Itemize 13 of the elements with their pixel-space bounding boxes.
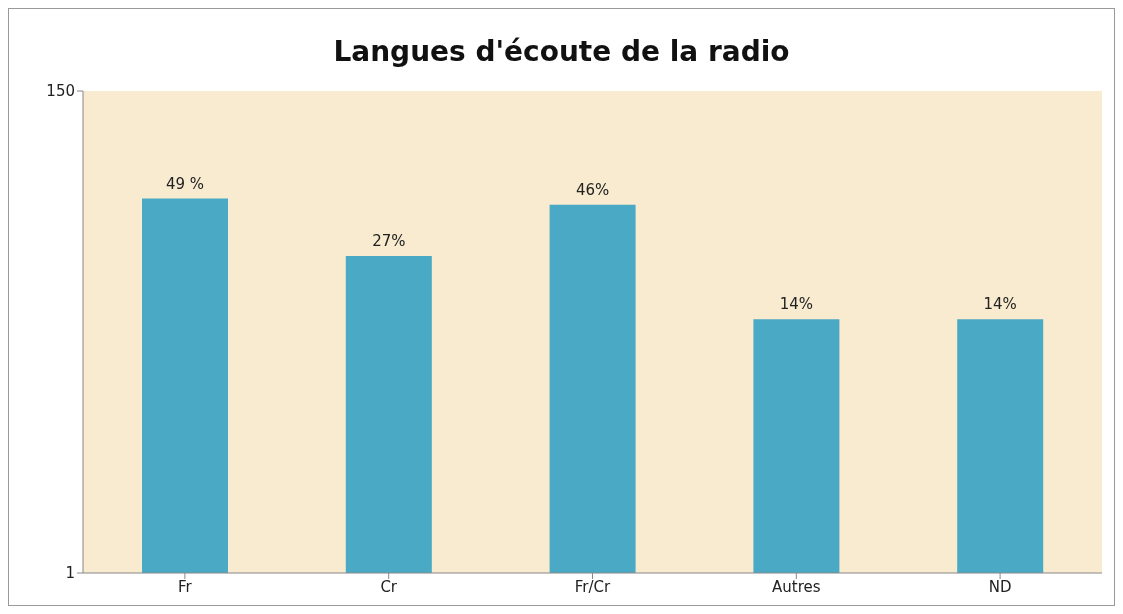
y-tick-label: 150: [46, 82, 75, 101]
x-tick-label: Cr: [380, 577, 398, 596]
data-label: 49 %: [165, 174, 205, 193]
x-tick-label: Autres: [772, 577, 821, 596]
data-label: 14%: [779, 295, 814, 314]
data-label: 46%: [575, 180, 610, 199]
y-tick-label: 1: [65, 564, 75, 583]
x-tick-label: Fr/Cr: [574, 577, 612, 596]
x-tick-label: ND: [988, 577, 1012, 596]
data-label: 14%: [983, 295, 1017, 314]
chart-title: Langues d'écoute de la radio: [332, 35, 791, 68]
data-label: 27%: [372, 231, 406, 250]
x-tick-label: Fr: [178, 577, 193, 596]
